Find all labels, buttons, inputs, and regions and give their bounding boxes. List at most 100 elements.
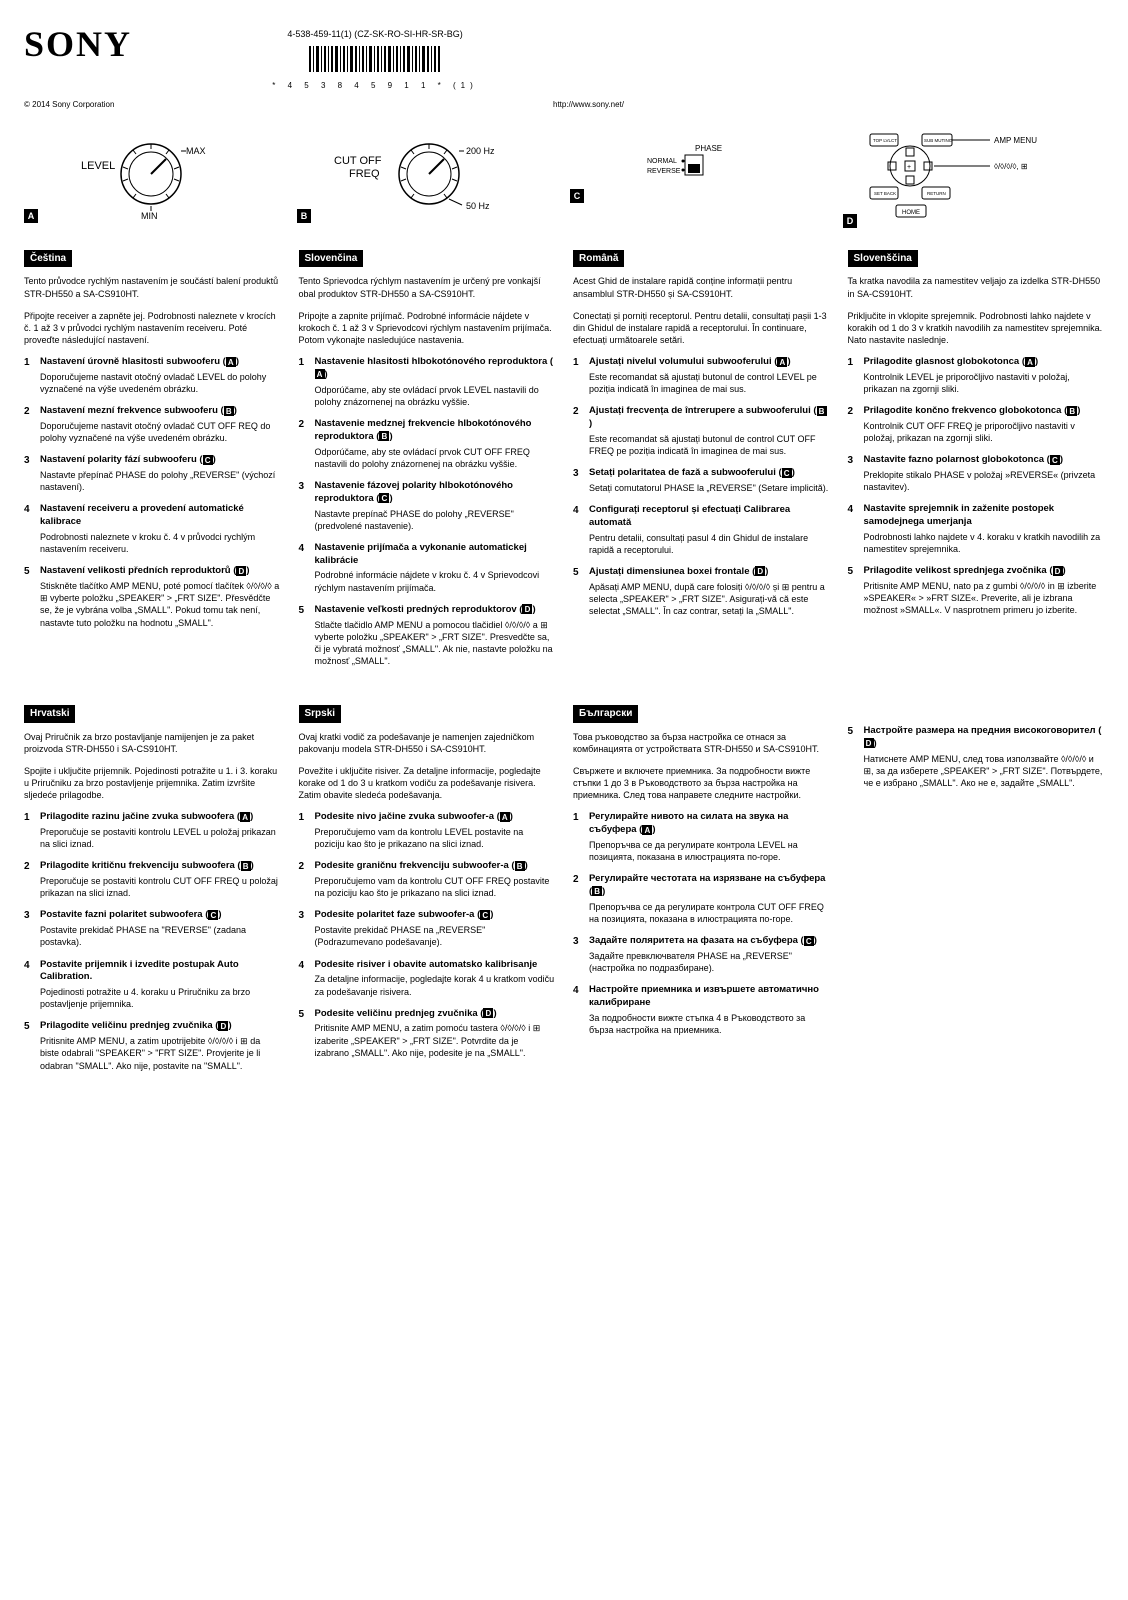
step-body-hr-4: Pojedinosti potražite u 4. koraku u Prir… xyxy=(40,986,281,1010)
diagram-c-cell: C PHASE NORMAL REVERSE xyxy=(570,129,831,232)
diagram-b-svg: CUT OFF FREQ 200 Hz 50 Hz xyxy=(314,129,514,219)
ref-b-icon: B xyxy=(817,406,827,416)
ref-a-icon: A xyxy=(642,825,652,835)
svg-text:SET BACK: SET BACK xyxy=(874,191,896,196)
step-ro-5: Ajustați dimensiunea boxei frontale (D) … xyxy=(573,566,830,617)
step-title-sr-3: Podesite polaritet faze subwoofer-a (C) xyxy=(315,909,556,922)
step-title-hr-5: Prilagodite veličinu prednjeg zvučnika (… xyxy=(40,1020,281,1033)
ref-c-icon: C xyxy=(782,468,792,478)
svg-text:REVERSE: REVERSE xyxy=(647,168,681,175)
step-body-cs-5: Stiskněte tlačítko AMP MENU, poté pomocí… xyxy=(40,580,281,629)
svg-text:RETURN: RETURN xyxy=(927,191,946,196)
step-body-ro-3: Setați comutatorul PHASE la „REVERSE" (S… xyxy=(589,482,830,494)
diagram-c-label: C xyxy=(570,189,584,203)
ref-d-icon: D xyxy=(755,566,765,576)
step-ro-3: Setați polaritatea de fază a subwooferul… xyxy=(573,467,830,494)
step-cs-2: Nastavení mezní frekvence subwooferu (B)… xyxy=(24,405,281,444)
step-body-cs-4: Podrobnosti naleznete v kroku č. 4 v prů… xyxy=(40,531,281,555)
step-cs-5: Nastavení velikosti předních reproduktor… xyxy=(24,565,281,628)
ref-c-icon: C xyxy=(379,493,389,503)
diagram-c-svg: PHASE NORMAL REVERSE xyxy=(587,129,767,199)
step-hr-2: Prilagodite kritičnu frekvenciju subwoof… xyxy=(24,860,281,899)
step-sk-1: Nastavenie hlasitosti hlbokotónového rep… xyxy=(299,356,556,408)
diagram-b-cell: B CUT OFF FREQ 200 Hz 50 Hz xyxy=(297,129,558,232)
intro-cs: Tento průvodce rychlým nastavením je sou… xyxy=(24,275,281,299)
lang-bg-extra: Настройте размера на предния високоговор… xyxy=(848,705,1105,1082)
step-sl-5: Prilagodite velikost sprednjega zvočnika… xyxy=(848,565,1105,616)
steps-ro: Ajustați nivelul volumului subwooferului… xyxy=(573,356,830,617)
step-cs-1: Nastavení úrovně hlasitosti subwooferu (… xyxy=(24,356,281,395)
lang-header-bg: Български xyxy=(573,705,638,723)
columns-top: ČeštinaTento průvodce rychlým nastavením… xyxy=(24,250,1104,677)
diagram-a-label: A xyxy=(24,209,38,223)
model-line: 4-538-459-11(1) (CZ-SK-RO-SI-HR-SR-BG) xyxy=(132,28,618,40)
svg-text:50 Hz: 50 Hz xyxy=(466,201,490,211)
step-cs-3: Nastavení polarity fází subwooferu (C) N… xyxy=(24,454,281,493)
intro-bg: Това ръководство за бърза настройка се о… xyxy=(573,731,830,755)
svg-text:PHASE: PHASE xyxy=(695,144,722,153)
steps-bg: Регулирайте нивото на силата на звука на… xyxy=(573,811,830,1036)
step-title-sl-3: Nastavite fazno polarnost globokotonca (… xyxy=(864,454,1105,467)
step-title-sk-5: Nastavenie veľkosti predných reproduktor… xyxy=(315,604,556,617)
ref-a-icon: A xyxy=(226,357,236,367)
ref-d-icon: D xyxy=(236,566,246,576)
svg-text:TOP LVLCT: TOP LVLCT xyxy=(873,138,897,143)
ref-a-icon: A xyxy=(777,357,787,367)
ref-b-icon: B xyxy=(224,406,234,416)
step-bg-4: Настройте приемника и извършете автомати… xyxy=(573,984,830,1036)
step-title-sk-2: Nastavenie medznej frekvencie hlbokotóno… xyxy=(315,418,556,444)
ref-c-icon: C xyxy=(480,910,490,920)
ref-a-icon: A xyxy=(500,812,510,822)
step-sl-3: Nastavite fazno polarnost globokotonca (… xyxy=(848,454,1105,493)
svg-text:MAX: MAX xyxy=(186,146,206,156)
step-body-sk-3: Nastavte prepínač PHASE do polohy „REVER… xyxy=(315,508,556,532)
step-body-ro-4: Pentru detalii, consultați pasul 4 din G… xyxy=(589,532,830,556)
ref-d-icon: D xyxy=(483,1008,493,1018)
step-body-sk-2: Odporúčame, aby ste ovládací prvok CUT O… xyxy=(315,446,556,470)
step-hr-5: Prilagodite veličinu prednjeg zvučnika (… xyxy=(24,1020,281,1071)
diagram-d-cell: D TOP LVLCT SUB MUTING SET BACK RETURN +… xyxy=(843,129,1104,232)
step-body-hr-1: Preporučuje se postaviti kontrolu LEVEL … xyxy=(40,826,281,850)
step-body-hr-3: Postavite prekidač PHASE na "REVERSE" (z… xyxy=(40,924,281,948)
lang-ro: RomânăAcest Ghid de instalare rapidă con… xyxy=(573,250,830,677)
step-title-hr-2: Prilagodite kritičnu frekvenciju subwoof… xyxy=(40,860,281,873)
copyright: © 2014 Sony Corporation xyxy=(24,100,114,111)
diagram-d-svg: TOP LVLCT SUB MUTING SET BACK RETURN + H… xyxy=(860,129,1090,224)
step-title-sk-1: Nastavenie hlasitosti hlbokotónového rep… xyxy=(315,356,556,382)
ref-c-icon: C xyxy=(804,936,814,946)
lang-hr: HrvatskiOvaj Priručnik za brzo postavlja… xyxy=(24,705,281,1082)
intro2-sk: Pripojte a zapnite prijímač. Podrobné in… xyxy=(299,310,556,346)
svg-text:SUB MUTING: SUB MUTING xyxy=(924,138,953,143)
step-sr-1: Podesite nivo jačine zvuka subwoofer-a (… xyxy=(299,811,556,850)
step-hr-1: Prilagodite razinu jačine zvuka subwoofe… xyxy=(24,811,281,850)
ref-c-icon: C xyxy=(208,910,218,920)
bg-step-5-title: Настройте размера на предния високоговор… xyxy=(864,725,1105,751)
diagram-a-cell: A LEVEL MAX MIN xyxy=(24,129,285,232)
svg-text:LEVEL: LEVEL xyxy=(81,160,115,172)
step-ro-4: Configurați receptorul și efectuați Cali… xyxy=(573,504,830,556)
step-bg-1: Регулирайте нивото на силата на звука на… xyxy=(573,811,830,863)
lang-sl: SlovenščinaTa kratka navodila za namesti… xyxy=(848,250,1105,677)
barcode-digits: * 4 5 3 8 4 5 9 1 1 * (1) xyxy=(272,81,478,92)
intro2-sl: Priključite in vklopite sprejemnik. Podr… xyxy=(848,310,1105,346)
step-title-sl-4: Nastavite sprejemnik in zaženite postope… xyxy=(864,503,1105,529)
step-body-cs-3: Nastavte přepínač PHASE do polohy „REVER… xyxy=(40,469,281,493)
step-sr-4: Podesite risiver i obavite automatsko ka… xyxy=(299,959,556,998)
ref-c-icon: C xyxy=(1050,455,1060,465)
steps-hr: Prilagodite razinu jačine zvuka subwoofe… xyxy=(24,811,281,1071)
ref-b-icon: B xyxy=(515,861,525,871)
step-title-ro-1: Ajustați nivelul volumului subwooferului… xyxy=(589,356,830,369)
ref-a-icon: A xyxy=(1025,357,1035,367)
lang-bg: Български Това ръководство за бърза настр… xyxy=(573,705,830,1082)
step-title-bg-3: Задайте поляритета на фазата на събуфера… xyxy=(589,935,830,948)
step-title-hr-4: Postavite prijemnik i izvedite postupak … xyxy=(40,959,281,985)
svg-text:NORMAL: NORMAL xyxy=(647,158,677,165)
ref-b-icon: B xyxy=(1067,406,1077,416)
ref-b-icon: B xyxy=(592,886,602,896)
step-title-sr-5: Podesite veličinu prednjeg zvučnika (D) xyxy=(315,1008,556,1021)
step-title-hr-3: Postavite fazni polaritet subwoofera (C) xyxy=(40,909,281,922)
bg-step-5: Настройте размера на предния високоговор… xyxy=(848,725,1105,789)
step-sl-2: Prilagodite končno frekvenco globokotonc… xyxy=(848,405,1105,444)
diagram-b-label: B xyxy=(297,209,311,223)
step-body-sr-5: Pritisnite AMP MENU, a zatim pomoću tast… xyxy=(315,1022,556,1058)
